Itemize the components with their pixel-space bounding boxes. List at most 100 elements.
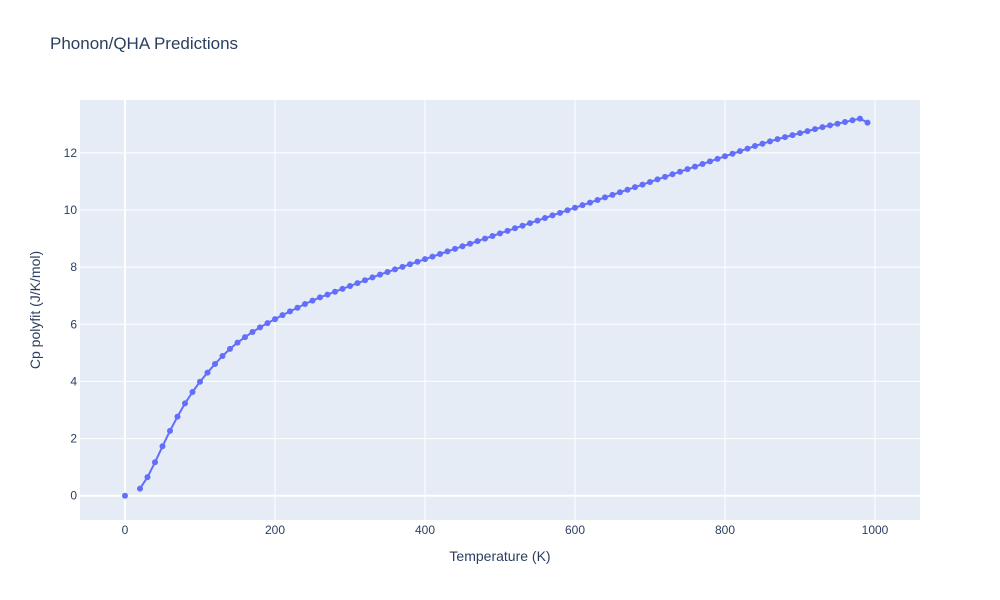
data-point — [527, 220, 533, 227]
data-point — [369, 274, 376, 281]
data-point — [212, 361, 218, 367]
data-point — [459, 243, 466, 250]
data-point — [572, 204, 578, 211]
data-point — [497, 230, 503, 237]
data-point — [804, 128, 811, 135]
x-axis-title: Temperature (K) — [449, 548, 550, 564]
data-point — [377, 271, 383, 278]
data-point — [759, 140, 766, 147]
data-point — [744, 145, 751, 152]
data-point — [549, 212, 556, 219]
data-point — [684, 166, 691, 173]
data-point — [309, 297, 316, 304]
data-point — [354, 280, 361, 287]
plot-background — [80, 100, 920, 520]
data-point — [714, 155, 721, 162]
data-point — [752, 143, 758, 149]
data-point — [197, 378, 203, 385]
chart-title: Phonon/QHA Predictions — [50, 34, 239, 53]
data-point — [242, 334, 248, 341]
data-point — [264, 320, 271, 327]
data-point — [219, 353, 226, 359]
data-point — [452, 245, 458, 252]
y-tick-label: 12 — [64, 146, 78, 160]
data-point — [707, 158, 713, 165]
data-point — [392, 266, 398, 273]
data-point — [774, 136, 781, 143]
data-point — [189, 389, 196, 395]
data-point — [789, 132, 796, 139]
x-tick-label: 600 — [565, 523, 585, 537]
data-point — [294, 304, 301, 311]
data-point — [729, 150, 736, 157]
y-tick-label: 6 — [70, 317, 77, 331]
y-axis-title: Cp polyfit (J/K/mol) — [27, 251, 43, 369]
data-point — [279, 312, 286, 319]
data-point — [249, 329, 256, 335]
data-point — [677, 168, 683, 175]
x-tick-label: 400 — [415, 523, 435, 537]
series-layer — [122, 115, 871, 499]
data-point — [692, 163, 698, 170]
data-point — [407, 261, 413, 268]
data-point — [797, 130, 803, 137]
x-tick-label: 0 — [122, 523, 129, 537]
data-point — [737, 148, 743, 155]
y-tick-label: 0 — [70, 489, 77, 503]
data-point — [137, 485, 143, 492]
data-point — [519, 222, 526, 229]
y-tick-label: 4 — [70, 374, 77, 388]
data-point — [534, 217, 541, 224]
data-point — [864, 119, 871, 126]
x-tick-label: 200 — [265, 523, 285, 537]
data-point — [654, 176, 661, 183]
data-point — [647, 179, 653, 185]
data-point — [812, 126, 818, 133]
data-point — [339, 285, 346, 292]
data-point — [444, 248, 451, 255]
data-point — [399, 263, 406, 270]
data-point — [834, 120, 841, 127]
data-point — [594, 197, 601, 203]
data-point — [227, 345, 233, 352]
data-point — [234, 339, 241, 346]
data-point — [302, 301, 308, 307]
data-point — [144, 474, 151, 481]
y-tick-label: 2 — [70, 432, 77, 446]
data-point — [167, 427, 173, 434]
data-point — [609, 191, 616, 198]
data-point — [857, 115, 863, 122]
data-point — [474, 238, 481, 245]
data-point — [579, 202, 586, 209]
data-point — [842, 119, 848, 125]
data-point — [782, 134, 788, 141]
data-point — [467, 240, 473, 247]
data-point — [429, 253, 436, 260]
data-point — [512, 225, 518, 232]
data-point — [182, 400, 188, 407]
data-point — [557, 209, 563, 216]
data-point — [767, 138, 773, 145]
data-point — [699, 161, 706, 167]
data-point — [564, 207, 571, 214]
data-point — [287, 308, 293, 315]
data-point — [482, 235, 488, 242]
data-point — [257, 324, 263, 331]
data-point — [272, 316, 278, 323]
data-point — [324, 291, 331, 298]
y-tick-label: 10 — [64, 203, 78, 217]
x-tick-label: 1000 — [862, 523, 889, 537]
data-point — [317, 294, 323, 301]
data-point — [617, 189, 623, 196]
y-tick-label: 8 — [70, 260, 77, 274]
data-point — [437, 251, 443, 257]
data-point — [669, 171, 676, 178]
data-point — [347, 283, 353, 289]
data-point — [422, 256, 428, 263]
data-point — [489, 233, 496, 239]
data-point — [122, 492, 128, 499]
data-point — [632, 184, 638, 191]
data-point — [827, 122, 833, 129]
data-point — [662, 173, 668, 180]
